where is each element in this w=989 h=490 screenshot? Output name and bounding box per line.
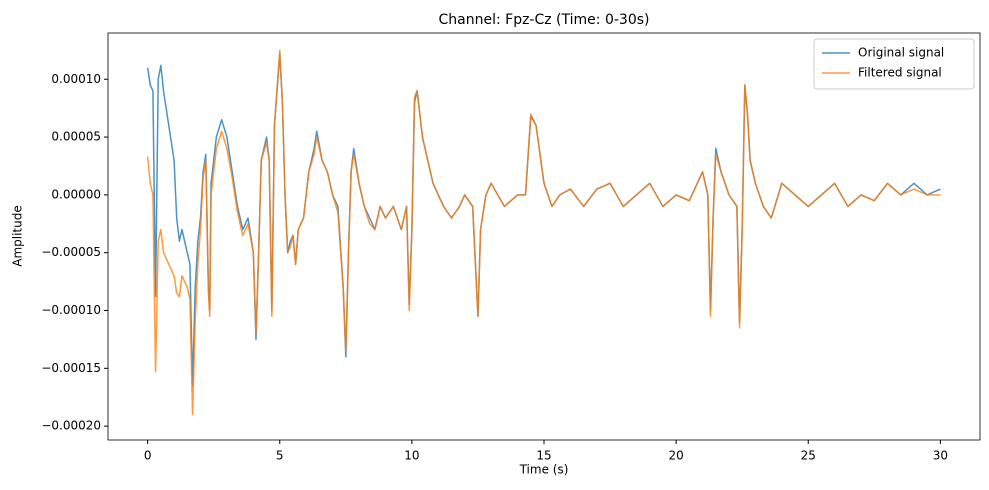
x-tick-label: 0 — [144, 449, 152, 463]
x-tick-label: 30 — [933, 449, 948, 463]
x-tick-label: 10 — [404, 449, 419, 463]
legend-box — [813, 38, 975, 90]
y-tick-label: 0.00010 — [51, 72, 101, 86]
x-tick-label: 15 — [536, 449, 551, 463]
y-tick-label: −0.00005 — [41, 245, 101, 259]
y-tick-label: −0.00015 — [41, 361, 101, 375]
y-tick-label: 0.00000 — [51, 187, 101, 201]
x-tick-label: 20 — [668, 449, 683, 463]
chart-title: Channel: Fpz-Cz (Time: 0-30s) — [439, 12, 650, 28]
x-tick-label: 5 — [276, 449, 284, 463]
y-tick-label: 0.00005 — [51, 130, 101, 144]
legend-label: Original signal — [858, 46, 944, 60]
x-tick-label: 25 — [801, 449, 816, 463]
series-line — [146, 53, 941, 387]
series-line — [146, 49, 941, 416]
y-tick-label: −0.00010 — [41, 303, 101, 317]
legend-label: Filtered signal — [858, 66, 942, 80]
y-tick-label: −0.00020 — [41, 419, 101, 433]
x-axis-label: Time (s) — [519, 463, 569, 477]
y-axis-label: Amplitude — [11, 205, 25, 267]
plot-frame — [107, 32, 981, 441]
